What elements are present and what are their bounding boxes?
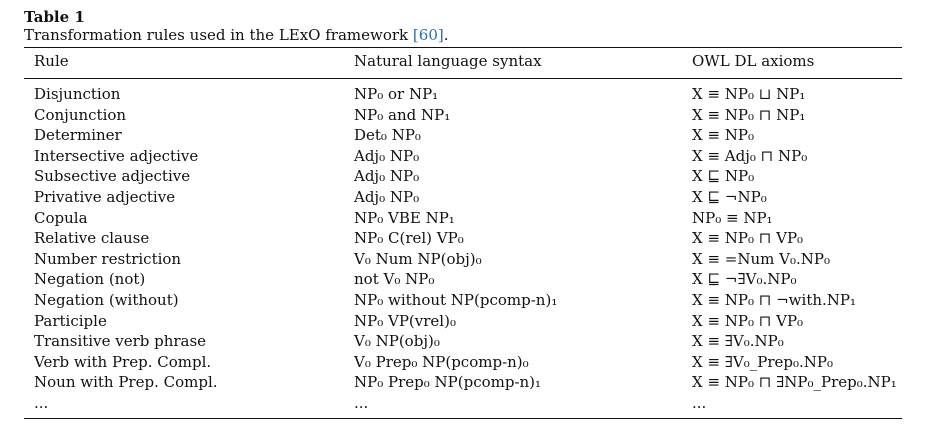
table-row: Transitive verb phrase V₀ NP(obj)₀ X ≡ ∃V₀… bbox=[24, 332, 902, 353]
table-row: Intersective adjective Adj₀ NP₀ X ≡ Adj₀ ⊓… bbox=[24, 147, 902, 168]
header-owl-dl-axioms: OWL DL axioms bbox=[692, 51, 815, 70]
rule-cell: Negation (without) bbox=[34, 290, 179, 309]
syntax-cell: NP₀ C(rel) VP₀ bbox=[354, 229, 464, 248]
rule-cell: Conjunction bbox=[34, 105, 127, 124]
table-caption: Transformation rules used in the LExO fr… bbox=[24, 26, 902, 45]
rule-cell: Noun with Prep. Compl. bbox=[34, 373, 218, 392]
table-row: Relative clause NP₀ C(rel) VP₀ X ≡ NP₀ ⊓ V… bbox=[24, 229, 902, 250]
axiom-cell: X ⊑ ¬NP₀ bbox=[692, 187, 767, 206]
syntax-cell: V₀ NP(obj)₀ bbox=[354, 332, 440, 351]
table-row: Number restriction V₀ Num NP(obj)₀ X ≡ =Nu… bbox=[24, 250, 902, 271]
syntax-cell: Det₀ NP₀ bbox=[354, 126, 421, 145]
syntax-cell: V₀ Prep₀ NP(pcomp-n)₀ bbox=[354, 352, 529, 371]
axiom-cell: X ≡ NP₀ ⊔ NP₁ bbox=[692, 85, 806, 103]
axiom-cell: NP₀ ≡ NP₁ bbox=[692, 208, 773, 227]
axiom-cell: X ≡ NP₀ bbox=[692, 126, 755, 145]
axiom-cell: X ⊑ ¬∃V₀.NP₀ bbox=[692, 270, 797, 289]
table-row: Negation (without) NP₀ without NP(pcomp-n… bbox=[24, 291, 902, 312]
rule-cell: Privative adjective bbox=[34, 187, 176, 206]
table-row: Copula NP₀ VBE NP₁ NP₀ ≡ NP₁ bbox=[24, 209, 902, 230]
table-row: ......... bbox=[24, 394, 902, 415]
syntax-cell: NP₀ VP(vrel)₀ bbox=[354, 311, 456, 330]
syntax-cell: NP₀ and NP₁ bbox=[354, 105, 451, 124]
rule-cell: Subsective adjective bbox=[34, 167, 191, 186]
table-label: Table 1 bbox=[24, 8, 85, 26]
axiom-cell: X ≡ NP₀ ⊓ VP₀ bbox=[692, 229, 804, 248]
table-row: Disjunction NP₀ or NP₁ X ≡ NP₀ ⊔ NP₁ bbox=[24, 85, 902, 106]
syntax-cell: V₀ Num NP(obj)₀ bbox=[354, 249, 482, 268]
axiom-cell: X ≡ ∃V₀_Prep₀.NP₀ bbox=[692, 352, 834, 371]
axiom-cell: X ≡ NP₀ ⊓ NP₁ bbox=[692, 105, 806, 124]
table-row: Privative adjective Adj₀ NP₀ X ⊑ ¬NP₀ bbox=[24, 188, 902, 209]
table-row: Participle NP₀ VP(vrel)₀ X ≡ NP₀ ⊓ VP₀ bbox=[24, 312, 902, 333]
top-rule bbox=[24, 47, 902, 48]
bottom-rule bbox=[24, 417, 902, 419]
rule-cell: Intersective adjective bbox=[34, 146, 199, 165]
rule-cell: Transitive verb phrase bbox=[34, 332, 207, 351]
table-figure: Table 1 Transformation rules used in the… bbox=[24, 8, 902, 419]
table-row: Verb with Prep. Compl. V₀ Prep₀ NP(pcomp-… bbox=[24, 353, 902, 374]
table-row: Noun with Prep. Compl. NP₀ Prep₀ NP(pcomp… bbox=[24, 373, 902, 394]
header-rule: Rule bbox=[34, 51, 69, 70]
table-row: Subsective adjective Adj₀ NP₀ X ⊑ NP₀ bbox=[24, 167, 902, 188]
rule-cell: Disjunction bbox=[34, 85, 121, 103]
axiom-cell: X ≡ ∃V₀.NP₀ bbox=[692, 332, 784, 351]
syntax-cell: ... bbox=[354, 393, 369, 412]
axiom-cell: X ≡ NP₀ ⊓ ∃NP₀_Prep₀.NP₁ bbox=[692, 373, 897, 392]
syntax-cell: Adj₀ NP₀ bbox=[354, 187, 420, 206]
axiom-cell: X ≡ NP₀ ⊓ ¬with.NP₁ bbox=[692, 290, 857, 309]
rule-cell: Number restriction bbox=[34, 249, 182, 268]
rule-cell: Negation (not) bbox=[34, 270, 146, 289]
header-rule-line bbox=[24, 78, 902, 79]
rule-cell: Participle bbox=[34, 311, 107, 330]
syntax-cell: Adj₀ NP₀ bbox=[354, 146, 420, 165]
axiom-cell: X ⊑ NP₀ bbox=[692, 167, 755, 186]
citation-link[interactable]: [60] bbox=[412, 26, 444, 44]
table-row: Determiner Det₀ NP₀ X ≡ NP₀ bbox=[24, 126, 902, 147]
axiom-cell: X ≡ =Num V₀.NP₀ bbox=[692, 249, 830, 268]
table-header-row: Rule Natural language syntax OWL DL axio… bbox=[24, 48, 902, 73]
rule-cell: Verb with Prep. Compl. bbox=[34, 352, 212, 371]
rule-cell: Copula bbox=[34, 208, 88, 227]
caption-text: Transformation rules used in the LExO fr… bbox=[24, 26, 413, 44]
rule-cell: Relative clause bbox=[34, 229, 150, 248]
caption-end: . bbox=[443, 26, 449, 44]
header-natural-language-syntax: Natural language syntax bbox=[354, 51, 542, 70]
axiom-cell: X ≡ Adj₀ ⊓ NP₀ bbox=[692, 146, 808, 165]
syntax-cell: NP₀ VBE NP₁ bbox=[354, 208, 455, 227]
rule-cell: Determiner bbox=[34, 126, 122, 145]
axiom-cell: X ≡ NP₀ ⊓ VP₀ bbox=[692, 311, 804, 330]
axiom-cell: ... bbox=[692, 393, 707, 412]
syntax-cell: Adj₀ NP₀ bbox=[354, 167, 420, 186]
syntax-cell: NP₀ without NP(pcomp-n)₁ bbox=[354, 290, 558, 309]
table-row: Negation (not) not V₀ NP₀ X ⊑ ¬∃V₀.NP₀ bbox=[24, 270, 902, 291]
syntax-cell: NP₀ or NP₁ bbox=[354, 85, 439, 103]
rule-cell: ... bbox=[34, 393, 49, 412]
syntax-cell: NP₀ Prep₀ NP(pcomp-n)₁ bbox=[354, 373, 542, 392]
table-body: Disjunction NP₀ or NP₁ X ≡ NP₀ ⊔ NP₁ Conjun… bbox=[24, 79, 902, 415]
syntax-cell: not V₀ NP₀ bbox=[354, 270, 435, 289]
table-row: Conjunction NP₀ and NP₁ X ≡ NP₀ ⊓ NP₁ bbox=[24, 106, 902, 127]
